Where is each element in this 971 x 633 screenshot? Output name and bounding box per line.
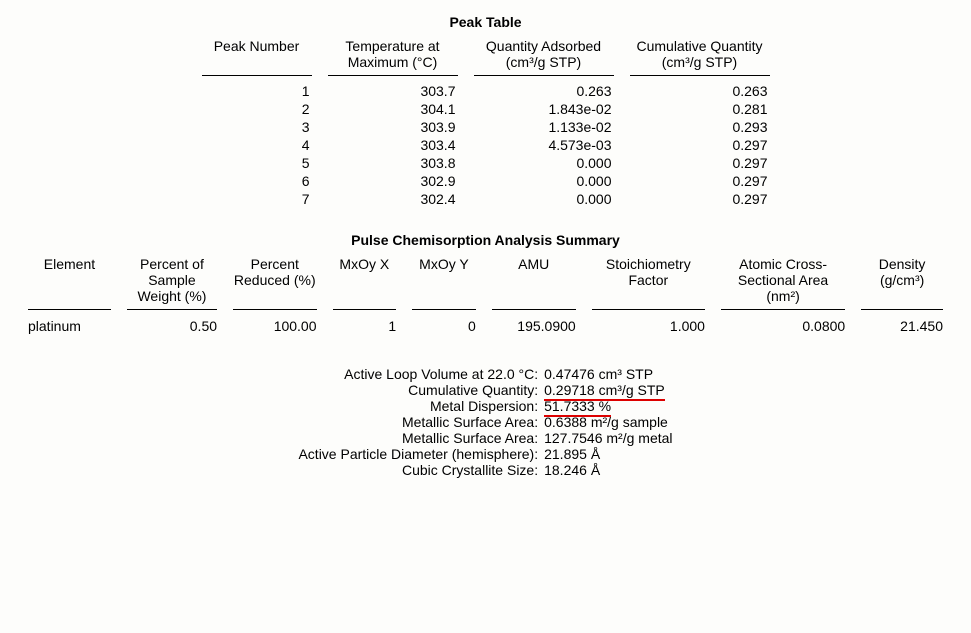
peak-row: 3303.91.133e-020.293 [194, 118, 778, 136]
chem-col-pctsample: Percent of Sample Weight (%) [137, 256, 206, 304]
peak-cell-qty: 0.000 [466, 154, 622, 172]
peak-col-qty: Quantity Adsorbed (cm³/g STP) [474, 38, 614, 70]
summary-row: Active Particle Diameter (hemisphere):21… [298, 446, 672, 462]
summary-row: Cumulative Quantity:0.29718 cm³/g STP [298, 382, 672, 398]
summary-value: 18.246 Å [544, 462, 672, 478]
chem-col-mx: MxOy X [339, 256, 389, 272]
peak-cell-cum: 0.297 [622, 154, 778, 172]
peak-cell-temp: 302.4 [320, 190, 466, 208]
chem-amu: 195.0900 [484, 316, 584, 336]
summary-value: 0.6388 m²/g sample [544, 414, 672, 430]
peak-row: 2304.11.843e-020.281 [194, 100, 778, 118]
peak-cell-n: 7 [194, 190, 320, 208]
summary-value: 21.895 Å [544, 446, 672, 462]
peak-cell-n: 1 [194, 82, 320, 100]
peak-cell-temp: 303.8 [320, 154, 466, 172]
summary-label: Cubic Crystallite Size: [298, 462, 544, 478]
summary-label: Active Loop Volume at 22.0 °C: [298, 366, 544, 382]
summary-row: Metallic Surface Area:127.7546 m²/g meta… [298, 430, 672, 446]
chem-col-amu: AMU [518, 256, 549, 272]
peak-cell-temp: 303.9 [320, 118, 466, 136]
chem-table: Element Percent of Sample Weight (%) Per… [20, 254, 951, 336]
chem-col-pctreduced: Percent Reduced (%) [234, 256, 316, 288]
peak-cell-cum: 0.293 [622, 118, 778, 136]
peak-cell-cum: 0.281 [622, 100, 778, 118]
summary-label: Metallic Surface Area: [298, 414, 544, 430]
summary-label: Cumulative Quantity: [298, 382, 544, 398]
summary-value: 0.47476 cm³ STP [544, 366, 672, 382]
summary-label: Active Particle Diameter (hemisphere): [298, 446, 544, 462]
chem-mx: 1 [325, 316, 405, 336]
summary-value: 0.29718 cm³/g STP [544, 382, 672, 398]
peak-cell-n: 5 [194, 154, 320, 172]
summary-label: Metallic Surface Area: [298, 430, 544, 446]
chem-pctsample: 0.50 [119, 316, 225, 336]
peak-cell-n: 3 [194, 118, 320, 136]
summary-row: Metal Dispersion:51.7333 % [298, 398, 672, 414]
summary-row: Metallic Surface Area:0.6388 m²/g sample [298, 414, 672, 430]
peak-row: 5303.80.0000.297 [194, 154, 778, 172]
peak-cell-temp: 303.7 [320, 82, 466, 100]
chem-col-area: Atomic Cross-Sectional Area (nm²) [738, 256, 828, 304]
chem-my: 0 [404, 316, 484, 336]
chem-density: 21.450 [853, 316, 951, 336]
peak-row: 6302.90.0000.297 [194, 172, 778, 190]
summary-value: 127.7546 m²/g metal [544, 430, 672, 446]
chem-row: platinum 0.50 100.00 1 0 195.0900 1.000 … [20, 316, 951, 336]
peak-cell-n: 2 [194, 100, 320, 118]
chem-table-title: Pulse Chemisorption Analysis Summary [20, 232, 951, 248]
peak-cell-cum: 0.297 [622, 190, 778, 208]
summary-label: Metal Dispersion: [298, 398, 544, 414]
peak-cell-temp: 304.1 [320, 100, 466, 118]
peak-cell-temp: 303.4 [320, 136, 466, 154]
peak-cell-cum: 0.263 [622, 82, 778, 100]
summary-value: 51.7333 % [544, 398, 672, 414]
summary-row: Active Loop Volume at 22.0 °C:0.47476 cm… [298, 366, 672, 382]
peak-cell-qty: 0.263 [466, 82, 622, 100]
peak-col-cum: Cumulative Quantity (cm³/g STP) [630, 38, 770, 70]
chem-area: 0.0800 [713, 316, 853, 336]
chem-col-stoich: Stoichiometry Factor [606, 256, 691, 288]
peak-cell-n: 6 [194, 172, 320, 190]
peak-row: 7302.40.0000.297 [194, 190, 778, 208]
peak-cell-cum: 0.297 [622, 136, 778, 154]
peak-table-title: Peak Table [20, 14, 951, 30]
chem-col-density: Density (g/cm³) [879, 256, 926, 288]
peak-cell-qty: 4.573e-03 [466, 136, 622, 154]
peak-cell-cum: 0.297 [622, 172, 778, 190]
chem-col-my: MxOy Y [419, 256, 469, 272]
peak-cell-qty: 0.000 [466, 190, 622, 208]
peak-cell-qty: 0.000 [466, 172, 622, 190]
peak-col-number: Peak Number [214, 38, 300, 54]
peak-cell-temp: 302.9 [320, 172, 466, 190]
peak-table: Peak Number Temperature at Maximum (°C) … [194, 36, 778, 208]
peak-cell-n: 4 [194, 136, 320, 154]
summary-row: Cubic Crystallite Size:18.246 Å [298, 462, 672, 478]
peak-row: 4303.44.573e-030.297 [194, 136, 778, 154]
peak-cell-qty: 1.133e-02 [466, 118, 622, 136]
chem-element: platinum [20, 316, 119, 336]
peak-col-temp: Temperature at Maximum (°C) [328, 38, 458, 70]
chem-col-element: Element [44, 256, 95, 272]
peak-cell-qty: 1.843e-02 [466, 100, 622, 118]
summary-block: Active Loop Volume at 22.0 °C:0.47476 cm… [298, 366, 672, 478]
chem-stoich: 1.000 [584, 316, 713, 336]
peak-row: 1303.70.2630.263 [194, 82, 778, 100]
chem-pctreduced: 100.00 [225, 316, 325, 336]
